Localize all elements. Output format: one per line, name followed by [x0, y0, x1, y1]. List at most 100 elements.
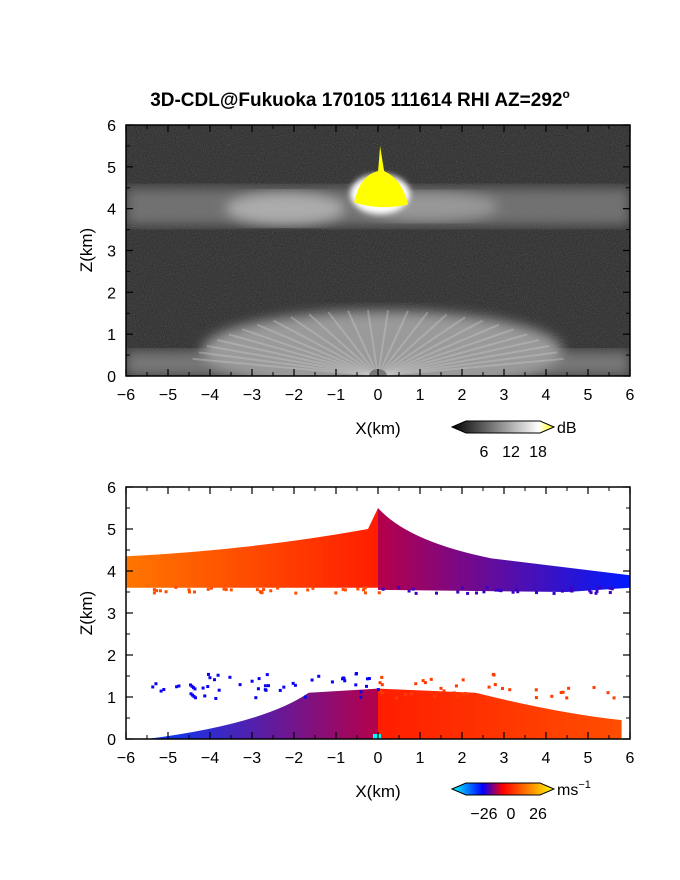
velocity-x-tick-label: −6 — [117, 750, 135, 767]
radial-streak — [216, 339, 379, 376]
velocity-speckle — [588, 589, 592, 593]
radial-streak — [377, 313, 448, 376]
velocity-y-tick-label: 4 — [107, 564, 116, 581]
velocity-speckle — [291, 681, 295, 685]
velocity-y-tick-label: 1 — [107, 690, 116, 707]
velocity-speckle — [256, 687, 260, 691]
velocity-speckle — [567, 686, 571, 690]
velocity-x-tick-label: 5 — [584, 750, 593, 767]
velocity-speckle — [303, 695, 307, 699]
velocity-speckle — [454, 684, 458, 688]
velocity-speckle — [238, 683, 242, 687]
velocity-speckle — [151, 685, 155, 689]
velocity-x-tick-label: 6 — [626, 750, 635, 767]
velocity-x-tick-label: −4 — [201, 750, 219, 767]
velocity-speckle — [293, 683, 297, 687]
velocity-colorbar-tick-label: 0 — [507, 806, 516, 823]
velocity-speckle — [421, 679, 425, 683]
velocity-speckle — [561, 690, 565, 694]
radial-streak — [290, 316, 379, 376]
velocity-speckle — [534, 591, 538, 595]
velocity-speckle — [155, 589, 159, 593]
velocity-speckle — [516, 590, 520, 594]
velocity-speckle — [343, 679, 347, 683]
velocity-colorbar-tick-label: −26 — [470, 806, 497, 823]
velocity-speckle — [203, 694, 207, 698]
velocity-speckle — [187, 588, 191, 592]
velocity-speckle — [442, 689, 446, 693]
radial-streak — [377, 351, 558, 376]
reflectivity-x-tick-label: −2 — [285, 387, 303, 404]
radar-site-marker — [372, 733, 381, 739]
velocity-speckle — [378, 681, 382, 685]
radial-streak — [366, 309, 379, 376]
velocity-speckle — [610, 587, 614, 591]
velocity-speckle — [193, 696, 197, 700]
velocity-x-tick-label: −1 — [327, 750, 345, 767]
velocity-speckle — [434, 591, 438, 595]
velocity-colorbar-bar — [450, 782, 556, 796]
velocity-speckle — [254, 696, 258, 700]
velocity-speckle — [341, 587, 345, 591]
velocity-x-tick-label: 2 — [458, 750, 467, 767]
velocity-speckle — [433, 694, 437, 698]
reflectivity-x-tick-label: 4 — [542, 387, 551, 404]
velocity-speckle — [595, 589, 599, 593]
reflectivity-colorbar: dB 6 12 18 — [450, 420, 577, 461]
velocity-speckle — [278, 688, 282, 692]
velocity-y-tick-label: 6 — [107, 480, 116, 497]
velocity-speckle — [262, 588, 266, 592]
radial-streak — [377, 357, 564, 376]
velocity-speckle — [214, 696, 218, 700]
velocity-speckle — [224, 588, 228, 592]
velocity-speckle — [411, 587, 415, 591]
velocity-layer — [126, 508, 378, 588]
radial-streak — [198, 351, 379, 376]
velocity-speckle — [493, 683, 497, 687]
velocity-y-tick-label: 5 — [107, 522, 116, 539]
velocity-speckle — [380, 675, 384, 679]
velocity-speckle — [394, 696, 398, 700]
boundary-layer-bright-patch — [202, 310, 563, 376]
velocity-speckle — [343, 588, 347, 592]
velocity-layer — [147, 688, 378, 739]
velocity-speckle — [460, 586, 464, 590]
radial-streak — [377, 323, 500, 376]
velocity-speckle — [222, 587, 226, 591]
velocity-x-tick-label: −2 — [285, 750, 303, 767]
velocity-speckle — [560, 589, 564, 593]
velocity-speckle — [485, 585, 489, 589]
cloud-layer-bright-patch — [225, 192, 346, 225]
velocity-layer — [378, 508, 630, 592]
velocity-speckle — [597, 586, 601, 590]
velocity-speckle — [264, 688, 268, 692]
velocity-speckle — [592, 685, 596, 689]
velocity-speckle — [359, 695, 363, 699]
reflectivity-x-tick-label: −6 — [117, 387, 135, 404]
radial-streak — [256, 323, 379, 376]
velocity-speckle — [559, 691, 563, 695]
velocity-speckle — [376, 688, 380, 692]
velocity-speckle — [282, 685, 286, 689]
reflectivity-x-tick-label: −5 — [159, 387, 177, 404]
velocity-speckle — [257, 677, 261, 681]
velocity-speckle — [317, 674, 321, 678]
velocity-speckle — [276, 586, 280, 590]
velocity-speckle — [380, 691, 384, 695]
velocity-speckle — [589, 591, 593, 595]
velocity-speckle — [228, 675, 232, 679]
velocity-speckle — [255, 588, 259, 592]
velocity-speckle — [206, 672, 210, 676]
radial-streak — [377, 319, 484, 376]
velocity-speckle — [354, 672, 358, 676]
radial-streak — [377, 333, 528, 376]
velocity-speckle — [356, 587, 360, 591]
velocity-speckle — [407, 589, 411, 593]
radial-streak — [327, 311, 379, 376]
velocity-speckle — [265, 673, 269, 677]
radial-streak — [377, 345, 550, 376]
velocity-colorbar-tick-label: 26 — [529, 806, 547, 823]
velocity-speckle — [456, 590, 460, 594]
velocity-speckle — [552, 591, 556, 595]
